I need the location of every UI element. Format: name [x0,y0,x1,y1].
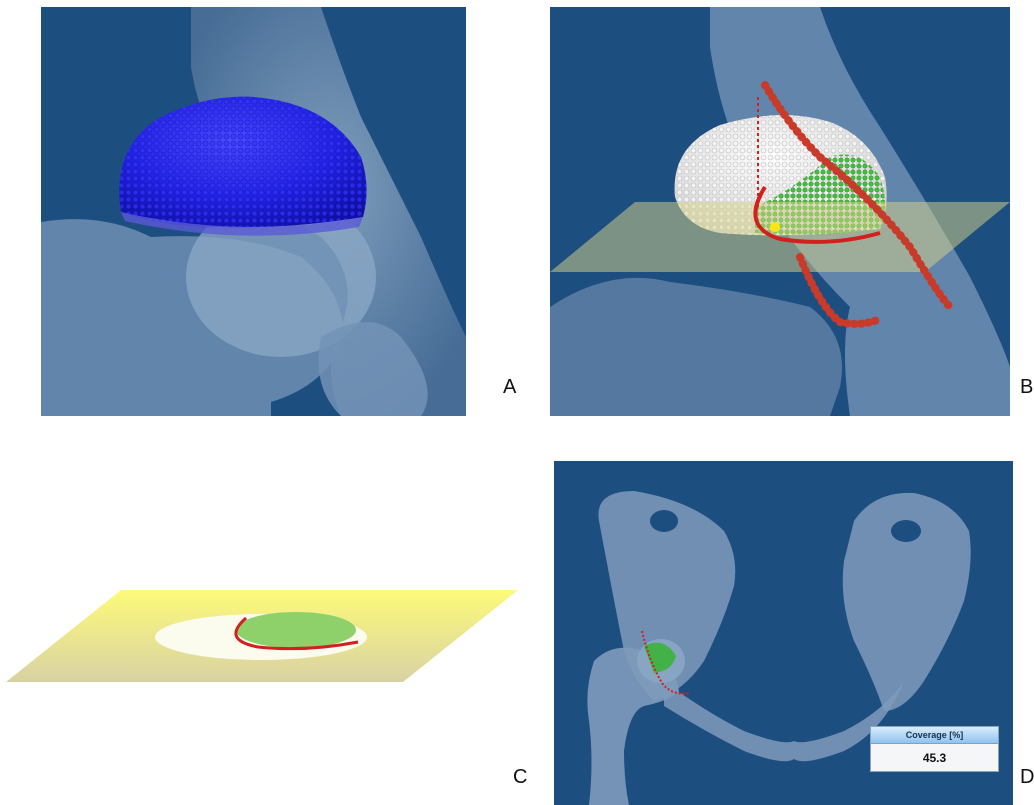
coverage-title: Coverage [%] [871,727,998,744]
right-ilium [842,492,971,711]
section-rim-line [234,616,359,651]
panel-d-render [587,491,971,805]
panel-label-c: C [513,766,528,788]
pubic-arch [664,681,904,762]
panel-c-view [6,590,518,685]
ischium-shape [318,322,428,416]
coverage-value: 45.3 [922,751,947,765]
bead-chain-2 [796,253,884,328]
rim-line [753,185,881,244]
panel-b-render [550,7,1010,416]
bead-chain-1 [761,81,954,311]
femoral-head [186,197,376,357]
panel-label-d: D [1020,766,1034,788]
section-covered-area [236,612,356,648]
panel-a-view [41,7,466,416]
coverage-widget: Coverage [%] 45.3 [870,726,999,772]
panel-b-view [550,7,1010,416]
panel-label-a: A [503,376,517,398]
panel-c-render [6,590,518,682]
left-femur [587,647,679,805]
center-point [770,222,780,232]
panel-label-b: B [1020,376,1034,398]
panel-a-render [41,7,466,416]
